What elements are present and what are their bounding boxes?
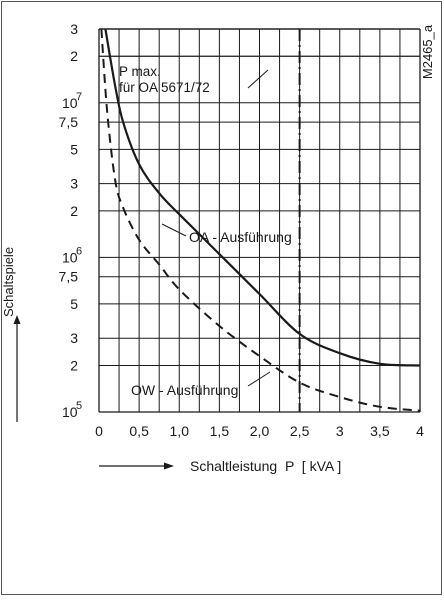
oa-curve-leader [161, 223, 187, 237]
y-axis-arrowhead [13, 315, 21, 324]
annotation-pmax-model: für OA 5671/72 [119, 80, 210, 95]
x-axis-arrowhead [164, 462, 174, 470]
y-tick-label: 2 [70, 48, 78, 64]
x-tick-label: 1,0 [170, 423, 190, 439]
y-decade-exponent: 6 [76, 245, 82, 257]
x-tick-label: 3 [336, 423, 344, 439]
x-tick-label: 1,5 [210, 423, 230, 439]
y-tick-label: 2 [70, 357, 78, 373]
tick-labels: 0 0,5 1,0 1,5 2,0 2,5 3 3,5 4327,55327,553210710… [59, 21, 425, 439]
y-decade-label: 10 [62, 95, 78, 111]
ow-curve-label: OW - Ausführung [131, 382, 238, 398]
y-tick-label: 3 [70, 21, 78, 37]
series-line-ow [100, 29, 420, 412]
x-tick-label: 0,5 [129, 423, 149, 439]
y-decade-label: 10 [62, 249, 78, 265]
y-decade-exponent: 7 [76, 91, 82, 103]
oa-curve-label: OA - Ausführung [189, 229, 292, 245]
annotation-pmax: P max. [119, 64, 161, 79]
y-decade-label: 10 [62, 404, 78, 420]
y-axis-label: Schaltspiele [2, 247, 16, 317]
ow-curve-leader [247, 371, 271, 387]
series-line-oa [104, 29, 420, 367]
x-tick-label: 4 [416, 423, 424, 439]
figure-id: M2465_a [420, 24, 435, 79]
y-tick-label: 3 [70, 330, 78, 346]
x-tick-label: 0 [95, 423, 103, 439]
x-tick-label: 3,5 [370, 423, 390, 439]
y-tick-label: 7,5 [59, 114, 79, 130]
y-decade-exponent: 5 [76, 400, 82, 412]
curves [100, 29, 420, 412]
x-axis-label: Schaltleistung P [ kVA ] [190, 458, 341, 474]
y-tick-label: 5 [70, 141, 78, 157]
x-tick-label: 2,0 [250, 423, 270, 439]
grid [98, 28, 421, 413]
annotation-pmax-leader [247, 69, 269, 89]
y-tick-label: 3 [70, 176, 78, 192]
y-tick-label: 5 [70, 296, 78, 312]
y-tick-label: 2 [70, 203, 78, 219]
x-tick-label: 2,5 [290, 423, 310, 439]
y-tick-label: 7,5 [59, 269, 79, 285]
